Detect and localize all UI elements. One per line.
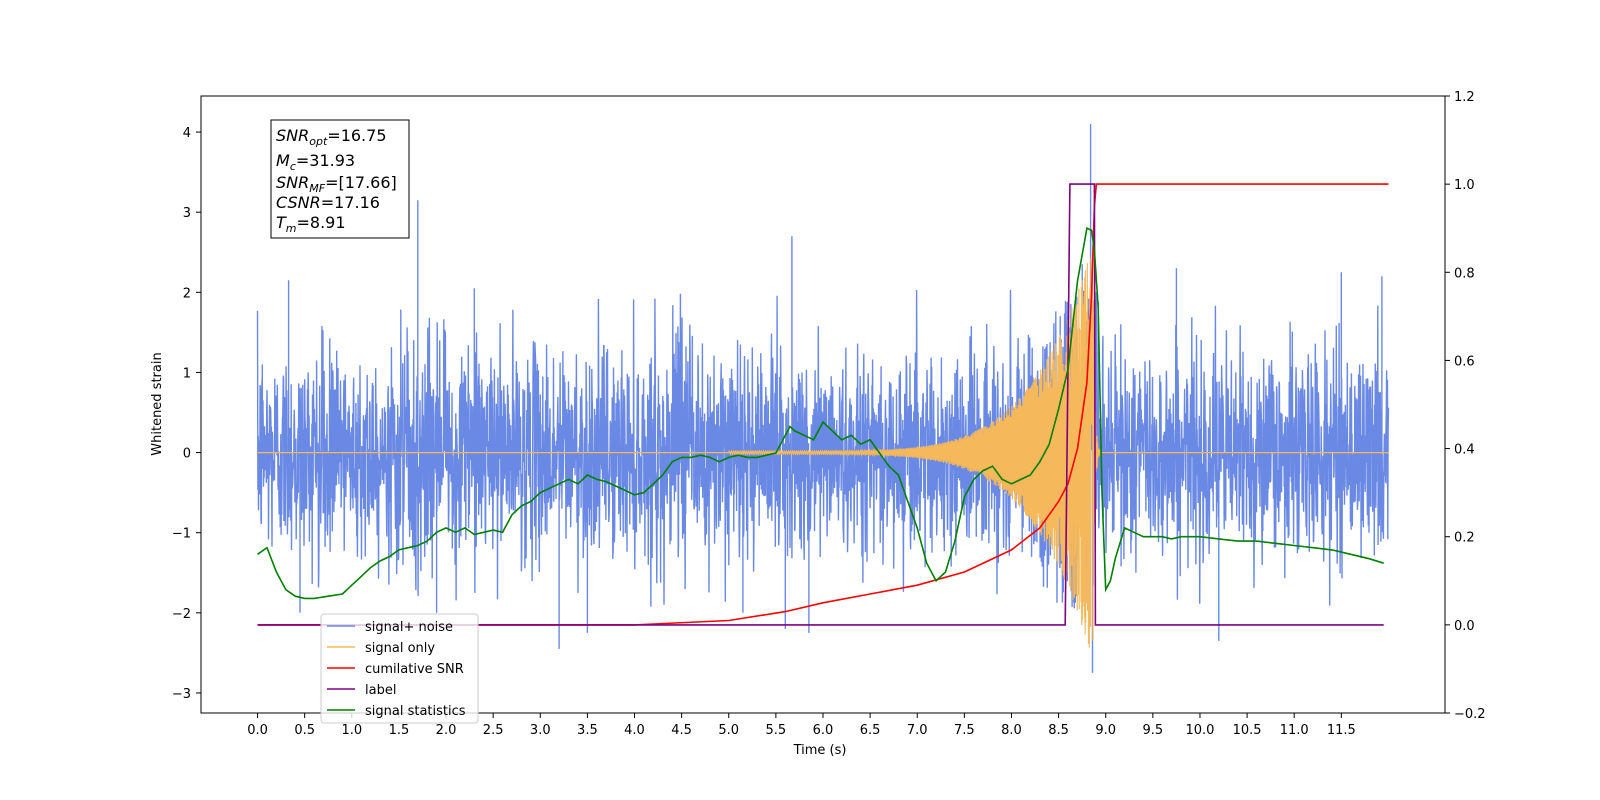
y-right-tick-label: 1.2 (1454, 90, 1475, 105)
x-tick-label: 7.5 (954, 723, 975, 738)
x-tick-label: 9.0 (1095, 723, 1116, 738)
x-tick-label: 11.0 (1280, 723, 1309, 738)
y-tick-label: 3 (183, 206, 191, 221)
x-tick-label: 0.0 (247, 723, 268, 738)
series-signal-only (257, 257, 1389, 648)
annotation-mc: Mc=31.93 (276, 151, 355, 173)
legend-frame (320, 613, 479, 724)
x-axis: 0.0 0.5 1.0 1.5 2.0 2.5 3.0 3.5 4.0 4.5 5.0 5.5 6.0 6… (247, 713, 1356, 738)
x-tick-label: 3.5 (577, 723, 598, 738)
y-right-tick-label: 0.4 (1454, 443, 1475, 458)
y-tick-label: −3 (172, 687, 191, 702)
y-right-tick-label: 0.2 (1454, 531, 1475, 546)
y-tick-label: 0 (183, 447, 191, 462)
legend-label-cumilative-snr: cumilative SNR (365, 662, 464, 677)
x-tick-label: 6.5 (860, 723, 881, 738)
x-tick-label: 8.0 (1001, 723, 1022, 738)
x-tick-label: 11.5 (1327, 723, 1356, 738)
y-tick-label: 2 (183, 286, 191, 301)
y-tick-label: −2 (172, 607, 191, 622)
y-tick-label: 4 (183, 126, 191, 141)
x-tick-label: 5.5 (766, 723, 787, 738)
annotation-box: SNRopt=16.75 Mc=31.93 SNRMF=[17.66] CSNR… (270, 119, 410, 239)
x-tick-label: 4.0 (624, 723, 645, 738)
legend-label-signal-statistics: signal statistics (365, 704, 466, 719)
x-tick-label: 4.5 (671, 723, 692, 738)
y-axis-left: 4 3 2 1 0 −1 −2 −3 (172, 126, 201, 702)
x-tick-label: 2.0 (436, 723, 457, 738)
x-tick-label: 5.0 (718, 723, 739, 738)
y-right-tick-label: 1.0 (1454, 178, 1475, 193)
annotation-snr-mf: SNRMF=[17.66] (276, 173, 397, 195)
legend-label-signal-noise: signal+ noise (365, 620, 453, 635)
x-tick-label: 6.0 (813, 723, 834, 738)
annotation-tm: Tm=8.91 (276, 213, 346, 235)
y-tick-label: −1 (172, 527, 191, 542)
legend-label-label: label (365, 683, 396, 698)
series-signal-noise (256, 124, 1390, 673)
x-tick-label: 7.0 (907, 723, 928, 738)
x-tick-label: 9.5 (1143, 723, 1164, 738)
series-label (257, 183, 1384, 626)
legend-label-signal-only: signal only (365, 641, 435, 656)
annotation-snr-opt: SNRopt=16.75 (276, 126, 387, 148)
x-tick-label: 8.5 (1048, 723, 1069, 738)
y-right-tick-label: 0.6 (1454, 354, 1475, 369)
x-tick-label: 1.5 (389, 723, 410, 738)
y-tick-label: 1 (183, 366, 191, 381)
x-axis-label: Time (s) (793, 743, 847, 758)
x-tick-label: 0.5 (294, 723, 315, 738)
legend: signal+ noise signal only cumilative SNR… (320, 613, 479, 724)
y-right-tick-label: 0.0 (1454, 619, 1475, 634)
x-tick-label: 2.5 (483, 723, 504, 738)
x-tick-label: 10.5 (1233, 723, 1262, 738)
annotation-frame (270, 119, 410, 239)
annotation-csnr: CSNR=17.16 (276, 193, 380, 212)
y-right-tick-label: −0.2 (1454, 707, 1486, 722)
x-tick-label: 3.0 (530, 723, 551, 738)
y-right-tick-label: 0.8 (1454, 266, 1475, 281)
y-axis-right: 1.2 1.0 0.8 0.6 0.4 0.2 0.0 −0.2 (1445, 90, 1486, 722)
series-signal-statistics (257, 227, 1384, 600)
x-tick-label: 10.0 (1185, 723, 1214, 738)
y-axis-label: Whitened strain (150, 352, 165, 455)
x-tick-label: 1.0 (341, 723, 362, 738)
plot-series (256, 124, 1390, 673)
